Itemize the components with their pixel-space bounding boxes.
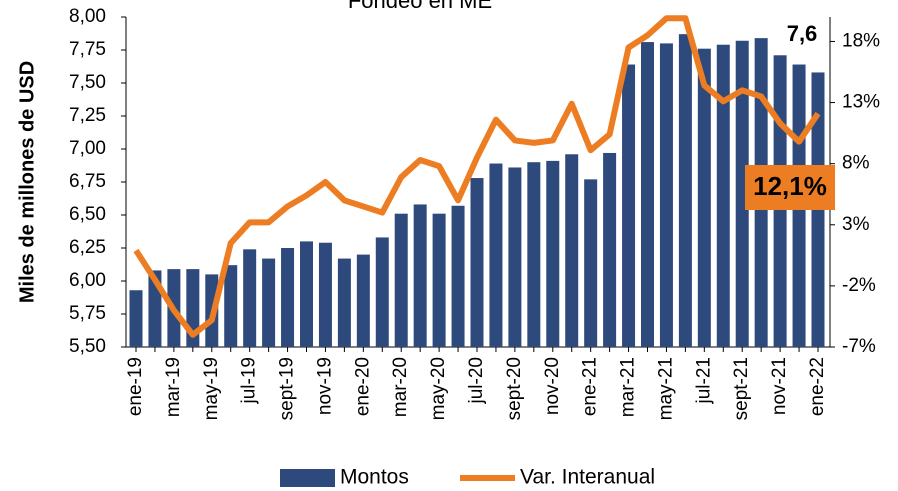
- x-tick-label: sept-21: [731, 357, 752, 420]
- data-label-box: [745, 165, 835, 210]
- y-tick-label: 7,25: [69, 105, 106, 126]
- bar: [641, 42, 654, 347]
- y-tick-label: 6,50: [69, 204, 106, 225]
- bar: [470, 178, 484, 347]
- y-tick-label: 7,75: [69, 39, 106, 60]
- bar: [262, 258, 276, 347]
- x-tick-label: jul-21: [693, 357, 714, 404]
- y-tick-label: 6,00: [69, 270, 106, 291]
- x-tick-label: jul-19: [239, 357, 260, 404]
- y2-tick-label: -2%: [842, 275, 876, 296]
- legend-label: Montos: [340, 466, 409, 489]
- bar: [413, 204, 427, 347]
- bar: [678, 34, 692, 347]
- x-tick-label: may-21: [655, 357, 676, 420]
- bar: [546, 160, 560, 347]
- legend-label: Var. Interanual: [520, 466, 655, 489]
- y2-tick-label: 18%: [842, 30, 880, 51]
- bar: [356, 254, 370, 347]
- bar: [489, 163, 503, 347]
- bar: [603, 152, 617, 347]
- x-tick-label: nov-19: [314, 357, 335, 415]
- x-tick-label: ene-19: [125, 357, 146, 416]
- y2-tick-label: 3%: [842, 214, 870, 235]
- bar: [300, 241, 313, 347]
- y2-tick-label: -7%: [842, 336, 876, 357]
- x-tick-label: ene-22: [807, 357, 828, 416]
- y-tick-label: 6,75: [69, 171, 106, 192]
- line: [133, 15, 821, 338]
- legend-swatch: [280, 469, 335, 487]
- bar: [508, 167, 522, 347]
- bar: [659, 43, 673, 348]
- y-tick-label: 8,00: [69, 6, 106, 27]
- bar: [697, 48, 711, 348]
- bar: [451, 205, 465, 347]
- x-tick-label: mar-20: [390, 357, 411, 417]
- x-tick-label: mar-21: [618, 357, 639, 417]
- bar: [432, 213, 446, 347]
- bar: [375, 237, 389, 347]
- y-tick-label: 7,50: [69, 72, 106, 93]
- x-tick-label: sept-19: [277, 357, 298, 420]
- x-tick-label: mar-19: [163, 357, 184, 417]
- y-tick-label: 5,50: [69, 336, 106, 357]
- bar: [565, 154, 579, 347]
- x-tick-label: nov-20: [542, 357, 563, 415]
- bar: [281, 248, 295, 347]
- x-tick-label: may-19: [201, 357, 222, 420]
- bar: [716, 44, 730, 347]
- bar: [584, 179, 598, 347]
- x-tick-label: jul-20: [466, 357, 487, 404]
- data-label: 12,1%: [753, 171, 827, 201]
- y2-tick-label: 13%: [842, 92, 880, 113]
- bar: [318, 242, 332, 347]
- x-tick-label: nov-21: [769, 357, 790, 415]
- bar: [622, 64, 636, 348]
- x-tick-label: ene-21: [580, 357, 601, 416]
- bar: [735, 40, 749, 347]
- y2-tick-label: 8%: [842, 153, 870, 174]
- y-tick-label: 7,00: [69, 138, 106, 159]
- x-tick-label: ene-20: [352, 357, 373, 416]
- bar: [394, 213, 408, 347]
- bar: [224, 265, 238, 347]
- bar: [129, 290, 143, 347]
- y-tick-label: 5,75: [69, 303, 106, 324]
- y-tick-label: 6,25: [69, 237, 106, 258]
- y-axis-label: Miles de millones de USD: [16, 61, 38, 303]
- data-label: 7,6: [787, 21, 818, 46]
- bar: [337, 258, 351, 347]
- bar: [243, 249, 257, 347]
- chart-title: Fondeo en ME: [348, 0, 492, 13]
- bar: [527, 162, 541, 347]
- x-tick-label: may-20: [428, 357, 449, 420]
- x-tick-label: sept-20: [504, 357, 525, 420]
